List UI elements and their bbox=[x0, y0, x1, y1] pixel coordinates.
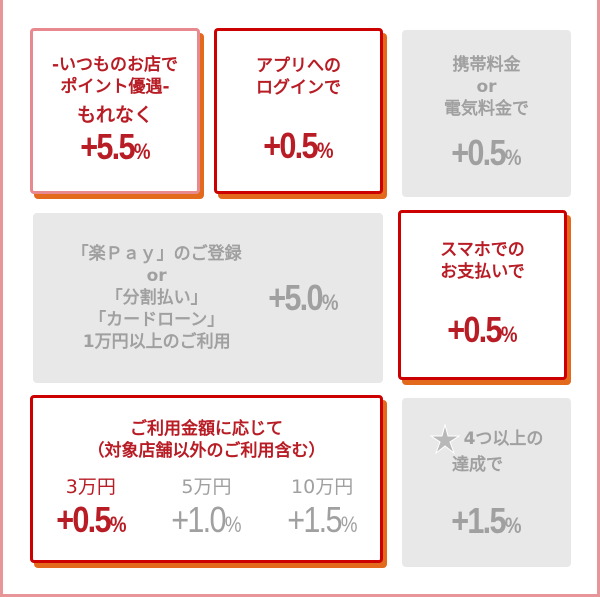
card-text: 「分割払い」 bbox=[105, 288, 208, 308]
card-text: 「カードローン」 bbox=[89, 310, 225, 330]
card-store-points: -いつものお店で ポイント優遇- もれなく +5.5% bbox=[30, 28, 200, 194]
rate: +5.5% bbox=[79, 126, 151, 167]
tier-5man: 5万円 +1.0% bbox=[165, 472, 248, 541]
tiers: 3万円 +0.5% 5万円 +1.0% 10万円 +1.5% bbox=[33, 472, 380, 541]
card-text: アプリへの bbox=[256, 56, 341, 76]
tier-amount: 3万円 bbox=[65, 475, 116, 498]
card-usage-amount: ご利用金額に応じて （対象店舗以外のご利用含む） 3万円 +0.5% 5万円 +1.… bbox=[30, 395, 383, 563]
card-text: 1万円以上のご利用 bbox=[82, 332, 231, 352]
tier-amount: 10万円 bbox=[291, 475, 354, 498]
tier-amount: 5万円 bbox=[181, 475, 232, 498]
card-four-achievements: 4つ以上の 達成で +1.5% bbox=[402, 398, 571, 567]
card-text: 4つ以上の bbox=[463, 428, 544, 449]
card-text: スマホでの bbox=[440, 240, 525, 260]
rate: +5.0% bbox=[267, 277, 339, 318]
rate: +0.5% bbox=[451, 131, 522, 173]
card-text: （対象店舗以外のご利用含む） bbox=[87, 440, 326, 461]
card-text: 電気料金で bbox=[444, 98, 529, 119]
rate: +1.0% bbox=[171, 498, 242, 540]
card-text: 「楽Ｐａｙ」のご登録 bbox=[71, 244, 242, 264]
tier-10man: 10万円 +1.5% bbox=[281, 472, 364, 541]
rate: +1.5% bbox=[451, 499, 522, 541]
star-icon bbox=[429, 423, 460, 454]
card-text: もれなく bbox=[76, 104, 153, 126]
card-text: -いつものお店で bbox=[51, 55, 179, 75]
rate: +0.5% bbox=[263, 125, 334, 166]
card-text: お支払いで bbox=[440, 262, 525, 282]
card-text: ポイント優遇- bbox=[60, 77, 170, 97]
card-utility: 携帯料金 or 電気料金で +0.5% bbox=[402, 30, 571, 197]
rate: +0.5% bbox=[55, 498, 126, 540]
card-smartphone-payment: スマホでの お支払いで +0.5% bbox=[398, 210, 567, 380]
tier-3man: 3万円 +0.5% bbox=[50, 472, 133, 541]
rate: +1.5% bbox=[287, 498, 358, 540]
card-text: ログインで bbox=[256, 78, 341, 98]
card-text: or bbox=[146, 266, 167, 286]
card-text: 達成で bbox=[452, 454, 503, 475]
card-app-login: アプリへの ログインで +0.5% bbox=[214, 28, 383, 194]
card-text: 携帯料金 bbox=[452, 54, 521, 75]
card-text: or bbox=[476, 76, 497, 97]
rate: +0.5% bbox=[447, 309, 518, 350]
card-text: ご利用金額に応じて bbox=[130, 418, 283, 439]
card-rakuten-pay: 「楽Ｐａｙ」のご登録 or 「分割払い」 「カードローン」 1万円以上のご利用 … bbox=[33, 213, 383, 383]
